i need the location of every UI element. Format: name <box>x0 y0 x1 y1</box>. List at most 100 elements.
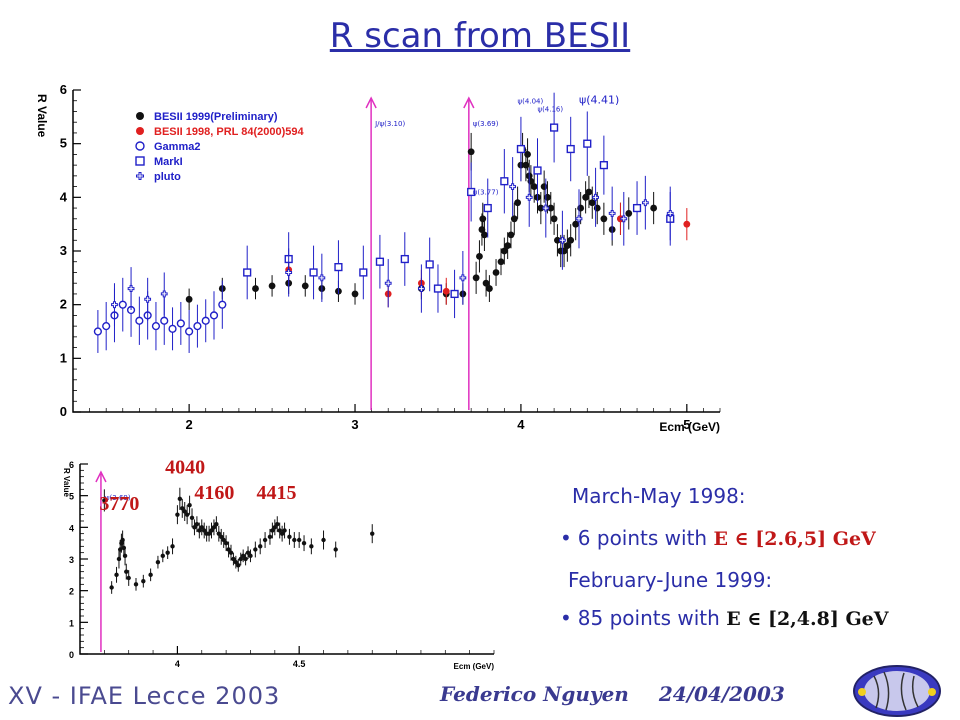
data-point <box>333 547 338 552</box>
y-tick-label: 5 <box>60 136 67 151</box>
data-point <box>533 166 542 175</box>
x-tick-label: 4 <box>175 659 180 669</box>
data-point <box>599 161 608 170</box>
data-point <box>481 231 488 239</box>
data-point <box>296 537 302 543</box>
data-point <box>170 544 175 549</box>
data-point <box>114 572 119 578</box>
data-point <box>370 531 375 536</box>
data-point <box>279 531 285 536</box>
data-point <box>625 210 633 217</box>
data-point <box>180 506 185 511</box>
data-point <box>567 236 575 244</box>
y-tick-label: 0 <box>69 650 74 660</box>
data-point <box>268 282 276 290</box>
data-point <box>192 525 197 530</box>
data-point <box>433 284 443 293</box>
author-date-footer: Federico Nguyen 24/04/2003 <box>440 682 785 706</box>
data-point <box>197 528 202 533</box>
data-point <box>497 258 505 266</box>
data-point <box>540 183 548 190</box>
data-point <box>683 220 691 228</box>
data-point <box>122 553 128 559</box>
data-point <box>243 556 248 562</box>
data-point <box>524 151 531 158</box>
data-point <box>231 556 236 562</box>
data-point <box>572 220 580 228</box>
data-point <box>245 550 251 555</box>
chart-legend: BESII 1999(Preliminary) BESII 1998, PRL 8… <box>135 111 304 183</box>
y-tick-label: 2 <box>69 587 74 597</box>
legend-marker <box>136 127 144 135</box>
data-point <box>566 144 575 154</box>
data-point <box>141 578 146 584</box>
data-point <box>554 236 561 244</box>
data-point <box>507 231 515 239</box>
legend-label: Gamma2 <box>154 141 200 153</box>
data-point <box>486 285 493 292</box>
data-point <box>233 559 239 565</box>
peak-annotation: ψ(4.41) <box>579 93 619 106</box>
data-point <box>585 188 593 196</box>
x-tick-label: 4 <box>517 417 525 432</box>
data-point <box>270 528 275 533</box>
data-point <box>221 537 226 543</box>
data-point <box>126 575 131 581</box>
peak-label: 4415 <box>256 482 296 504</box>
data-point <box>593 204 601 212</box>
y-tick-label: 3 <box>69 555 74 565</box>
y-tick-label: 6 <box>69 460 74 470</box>
bullet-icon: • <box>560 526 572 550</box>
data-point <box>228 550 234 555</box>
data-point <box>253 547 258 552</box>
data-point <box>218 300 227 309</box>
data-point <box>216 531 222 536</box>
data-point <box>93 327 102 336</box>
data-point <box>223 540 229 546</box>
data-point <box>510 215 518 223</box>
axis-frame <box>72 90 720 413</box>
data-point <box>184 512 190 517</box>
y-axis-label: R Value <box>35 94 49 138</box>
data-point <box>124 569 129 574</box>
resonance-label: ψ(3.69) <box>105 494 131 502</box>
data-point <box>118 300 127 309</box>
resonance-label: ψ(3.69) <box>473 120 499 128</box>
footer-date: 24/04/2003 <box>658 682 785 706</box>
data-point <box>478 226 486 233</box>
data-point <box>182 509 187 514</box>
peak-label: 4160 <box>194 482 234 504</box>
y-tick-label: 6 <box>60 82 67 97</box>
y-tick-label: 4 <box>60 189 68 204</box>
data-point <box>425 260 434 269</box>
info-line-1: March-May 1998: <box>572 484 746 508</box>
data-point <box>243 268 252 277</box>
y-tick-label: 0 <box>60 404 67 419</box>
y-axis-label: R Value <box>62 468 71 497</box>
data-point <box>632 203 642 213</box>
data-point <box>588 199 596 207</box>
data-point <box>516 144 526 154</box>
data-point <box>176 319 185 328</box>
resonance-arrow <box>365 96 377 109</box>
data-point <box>309 544 314 549</box>
data-point <box>102 322 111 331</box>
data-point <box>209 311 219 320</box>
data-point <box>400 254 409 264</box>
info-line-2-range: E ∈ [2.6,5] GeV <box>713 528 876 550</box>
data-point <box>476 252 483 260</box>
data-point <box>351 290 359 298</box>
legend-marker <box>136 112 144 120</box>
data-point <box>582 193 590 201</box>
data-point <box>544 193 551 201</box>
data-point <box>252 285 259 292</box>
legend-label: MarkI <box>154 156 183 168</box>
peak-annotation: ψ(4.16) <box>537 105 563 113</box>
data-point <box>185 327 194 336</box>
resonance-arrow <box>463 96 475 109</box>
data-point <box>189 515 195 521</box>
data-point <box>650 204 658 212</box>
resonance-label: J/ψ(3.10) <box>374 120 405 128</box>
data-point <box>177 496 183 502</box>
